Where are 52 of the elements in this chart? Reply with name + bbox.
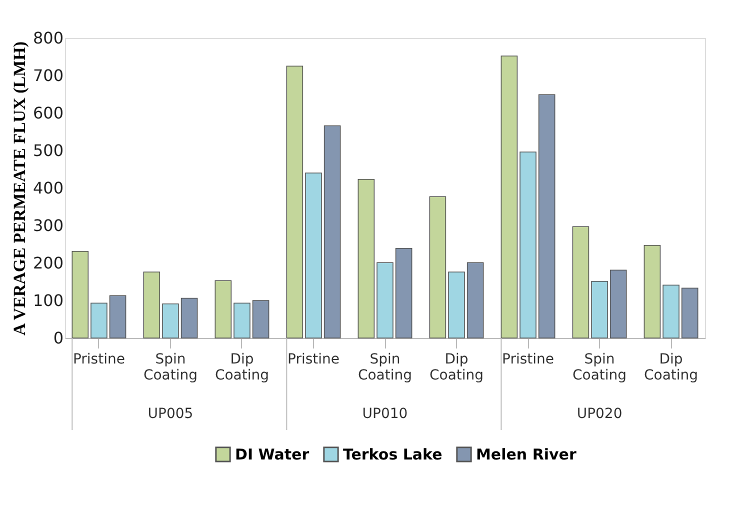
y-tick-label: 300 xyxy=(32,216,64,235)
bar xyxy=(109,295,126,338)
bar xyxy=(572,226,590,338)
x-tick-label: Spin Coating xyxy=(572,352,627,384)
bar xyxy=(72,250,89,338)
x-tick-label: Pristine xyxy=(287,352,340,368)
text: UP010 xyxy=(362,406,408,422)
bar xyxy=(180,298,198,338)
y-tick-label: 100 xyxy=(32,291,64,310)
bar xyxy=(429,196,446,338)
y-axis-title: A VERAGE PERMEATE FLUX (LMH) xyxy=(10,41,29,336)
bar xyxy=(358,178,375,338)
bar xyxy=(90,302,108,338)
bar xyxy=(520,152,536,338)
bar xyxy=(591,280,608,338)
y-tick-label: 0 xyxy=(53,328,64,348)
text: UP005 xyxy=(148,406,194,422)
bar xyxy=(252,300,270,338)
text: UP020 xyxy=(576,406,622,422)
bar xyxy=(395,248,412,338)
legend-label: DI Water xyxy=(235,445,310,464)
bar xyxy=(681,288,698,338)
bar xyxy=(214,280,232,338)
y-tick-label: 800 xyxy=(32,28,64,48)
x-tick-label: Pristine xyxy=(502,352,554,368)
bar xyxy=(644,244,661,338)
y-tick-label: 700 xyxy=(32,66,64,85)
bar xyxy=(448,272,465,338)
x-tick-label: Pristine xyxy=(72,352,125,368)
bar xyxy=(376,262,394,338)
legend-label: Melen River xyxy=(476,445,577,464)
x-tick-label: Dip Coating xyxy=(429,352,484,384)
bar xyxy=(286,66,304,338)
bar xyxy=(538,94,556,338)
y-tick-label: 400 xyxy=(32,178,64,198)
x-tick-label: Spin Coating xyxy=(143,352,198,384)
bar xyxy=(662,284,680,338)
bar xyxy=(305,172,322,338)
y-tick-label: 600 xyxy=(32,104,64,122)
x-tick-label: Dip Coating xyxy=(214,352,270,384)
y-tick-label: 500 xyxy=(32,141,64,160)
x-tick-label: Spin Coating xyxy=(358,352,412,384)
bar xyxy=(143,272,160,338)
bar xyxy=(500,56,518,338)
bar xyxy=(610,270,627,338)
bar xyxy=(162,303,179,338)
bar xyxy=(466,262,484,338)
bar xyxy=(324,125,341,338)
legend-label: Terkos Lake xyxy=(343,445,442,464)
y-tick-label: 200 xyxy=(32,254,64,272)
bar xyxy=(234,302,250,338)
x-tick-label: Dip Coating xyxy=(644,352,698,384)
